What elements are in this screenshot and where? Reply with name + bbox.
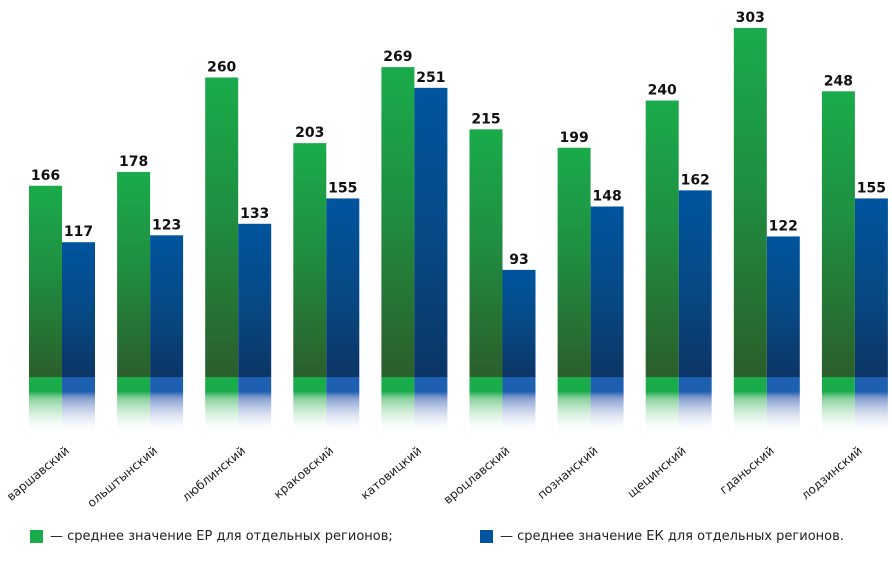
legend-item-ek: — среднее значение ЕК для отдельных реги… — [480, 529, 844, 544]
category-label: познанский — [535, 444, 601, 502]
bar-ep-3 — [205, 77, 239, 377]
bar-reflection — [381, 377, 415, 435]
legend-item-ep: — среднее значение ЕР для отдельных реги… — [30, 529, 393, 544]
data-label: 215 — [471, 111, 500, 127]
bar-reflection — [854, 377, 888, 435]
bar-ep-6 — [469, 129, 503, 377]
legend-swatch-green — [30, 530, 43, 543]
bar-reflection — [733, 377, 767, 435]
bar-ep-2 — [117, 171, 151, 377]
data-label: 123 — [152, 217, 181, 233]
data-label: 93 — [509, 252, 528, 268]
category-label: лодзинский — [799, 444, 865, 503]
category-label: краковский — [271, 444, 336, 502]
bar-ek-2 — [150, 235, 184, 377]
bar-reflection — [590, 377, 624, 435]
bar-reflection — [62, 377, 95, 435]
bar-reflection — [326, 377, 360, 435]
data-label: 133 — [240, 206, 269, 222]
data-label: 155 — [328, 180, 357, 196]
bar-ek-10 — [854, 198, 888, 377]
data-label: 269 — [383, 49, 412, 65]
bar-reflection — [150, 377, 184, 435]
bar-ek-8 — [678, 190, 712, 377]
category-label: гданьский — [717, 444, 777, 497]
data-label: 248 — [824, 73, 853, 89]
bar-reflection — [238, 377, 272, 435]
data-label: 166 — [31, 168, 60, 184]
bar-reflection — [205, 377, 239, 435]
category-label: варшавский — [4, 444, 72, 504]
data-label: 260 — [207, 59, 236, 75]
bar-reflection — [821, 377, 855, 435]
bar-reflection — [117, 377, 151, 435]
bar-ek-7 — [590, 206, 624, 377]
category-label: вроцлавский — [441, 444, 513, 507]
bar-ep-7 — [557, 147, 591, 377]
category-label: щецинский — [625, 444, 689, 501]
category-label: люблинский — [179, 444, 248, 505]
bar-ek-4 — [326, 198, 360, 377]
bar-reflection — [557, 377, 591, 435]
data-label: 199 — [559, 130, 588, 146]
legend-label-ep: — среднее значение ЕР для отдельных реги… — [50, 529, 393, 544]
bar-reflection — [678, 377, 712, 435]
data-label: 240 — [648, 83, 677, 99]
bar-reflection — [469, 377, 503, 435]
bar-reflection — [29, 377, 62, 435]
data-label: 148 — [592, 189, 621, 205]
data-label: 178 — [119, 154, 148, 170]
bar-reflection — [414, 377, 448, 435]
bar-reflection — [293, 377, 327, 435]
bar-ep-5 — [381, 67, 415, 377]
data-label: 155 — [857, 180, 886, 196]
category-label: катовицкий — [358, 444, 424, 503]
bar-reflection — [766, 377, 800, 435]
data-label: 117 — [64, 224, 93, 240]
data-label: 203 — [295, 125, 324, 141]
bar-ek-6 — [502, 269, 536, 377]
category-label: ольштынский — [85, 444, 161, 511]
data-label: 251 — [416, 70, 445, 86]
legend-label-ek: — среднее значение ЕК для отдельных реги… — [500, 529, 844, 544]
data-label: 122 — [769, 218, 798, 234]
bar-reflection — [502, 377, 536, 435]
bar-ep-1 — [29, 185, 62, 377]
bar-ek-5 — [414, 87, 448, 378]
legend: — среднее значение ЕР для отдельных реги… — [0, 529, 892, 553]
legend-swatch-blue — [480, 530, 493, 543]
bar-ek-3 — [238, 223, 272, 377]
bar-ek-1 — [62, 242, 95, 377]
bar-ep-9 — [733, 27, 767, 377]
data-label: 303 — [736, 10, 765, 26]
bar-ep-4 — [293, 143, 327, 377]
data-label: 162 — [681, 172, 710, 188]
bar-ep-8 — [645, 100, 679, 378]
bar-ep-10 — [821, 91, 855, 377]
bar-ek-9 — [766, 236, 800, 377]
bar-reflection — [645, 377, 679, 435]
